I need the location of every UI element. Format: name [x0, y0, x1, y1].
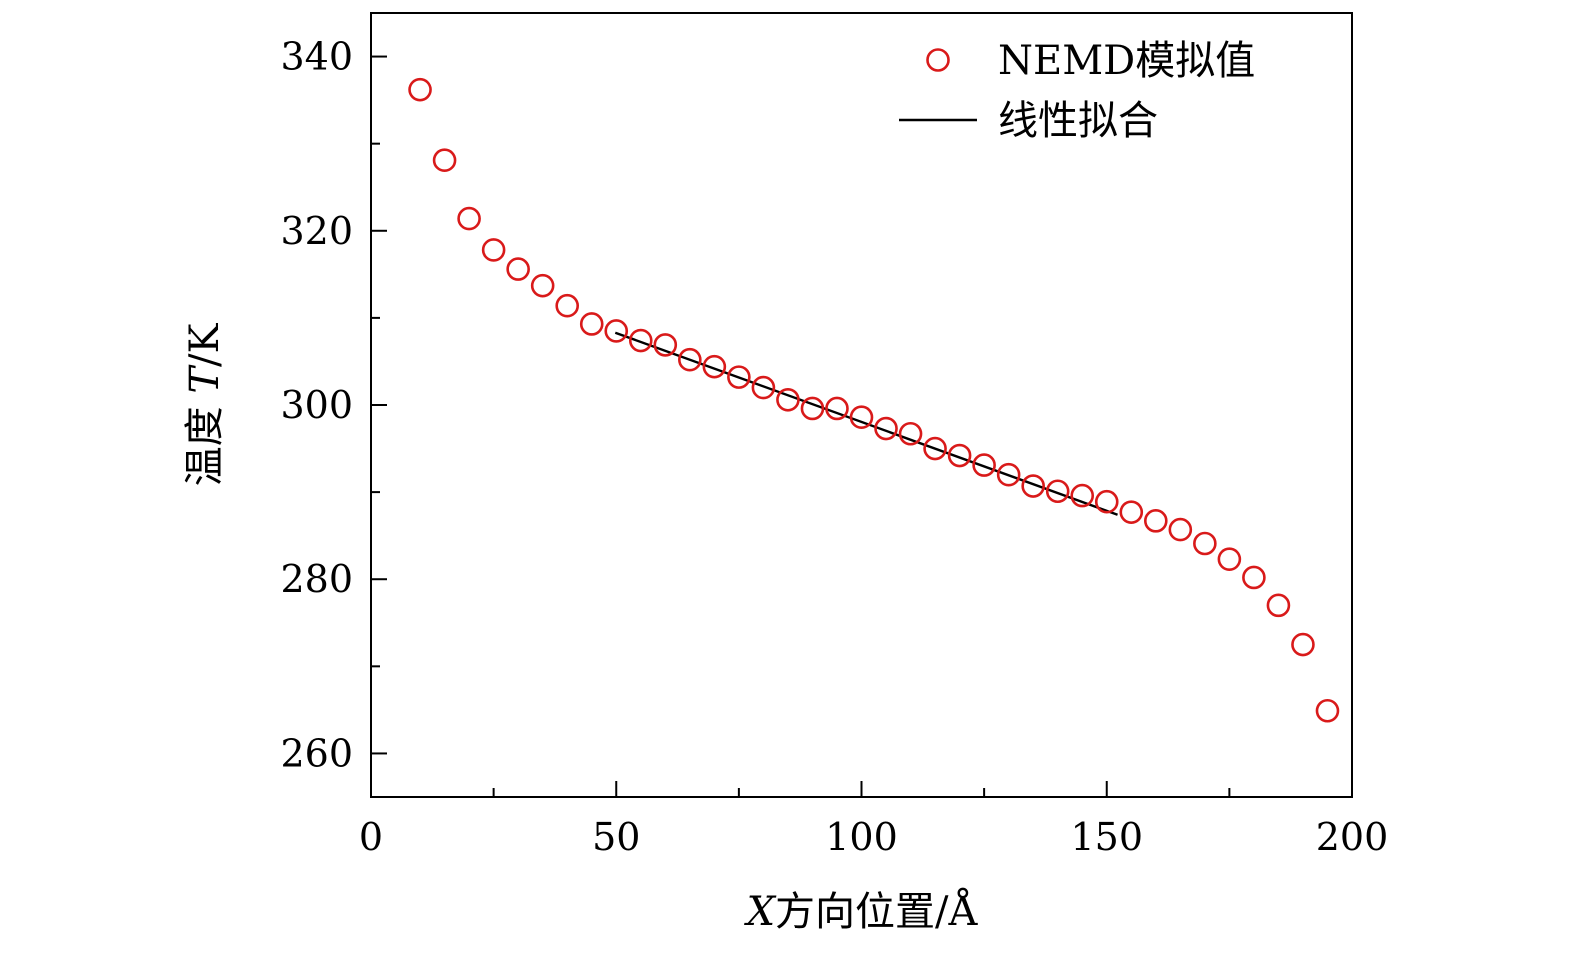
data-point	[849, 405, 874, 429]
data-point	[1242, 565, 1266, 590]
data-point	[678, 347, 702, 372]
data-point	[1119, 500, 1144, 524]
data-point	[1045, 479, 1070, 504]
data-point	[1021, 474, 1045, 498]
data-point	[432, 148, 457, 173]
data-point	[628, 328, 653, 353]
y-tick-label: 260	[280, 731, 353, 775]
data-point	[1266, 593, 1291, 618]
data-point	[1168, 517, 1193, 542]
data-point	[898, 421, 923, 446]
data-point	[1144, 509, 1168, 533]
data-point	[702, 354, 727, 379]
x-tick-label: 0	[359, 815, 383, 859]
data-point	[800, 396, 825, 421]
data-point	[1070, 483, 1095, 508]
tick-labels: 0 50 100 150 200 260 280 300 320 340	[280, 35, 1388, 859]
data-point	[555, 293, 580, 318]
data-point	[1193, 531, 1217, 556]
data-point	[874, 416, 898, 441]
data-points-layer	[408, 77, 1340, 723]
data-point	[776, 387, 800, 412]
data-point	[457, 206, 481, 231]
data-point	[408, 77, 432, 102]
x-tick-label: 50	[592, 815, 640, 859]
x-tick-label: 100	[825, 815, 898, 859]
data-point	[579, 312, 604, 336]
y-axis-label: 温度 T/K	[182, 323, 228, 487]
data-point	[653, 333, 678, 357]
fit-line	[614, 331, 1118, 516]
data-point	[996, 462, 1021, 487]
data-point	[506, 257, 530, 281]
x-axis-label: X方向位置/Å	[744, 888, 979, 935]
data-point	[1094, 489, 1119, 514]
y-tick-label: 320	[280, 209, 353, 253]
fit-line-layer	[614, 331, 1118, 516]
data-point	[923, 436, 947, 461]
y-tick-label: 340	[280, 35, 353, 79]
data-point	[972, 453, 996, 477]
legend: NEMD模拟值 线性拟合	[899, 38, 1255, 144]
y-tick-label: 300	[280, 383, 353, 427]
data-point	[1315, 698, 1340, 723]
data-point	[727, 365, 751, 389]
data-point	[481, 238, 506, 262]
data-point	[1291, 632, 1315, 657]
data-point	[604, 319, 629, 343]
data-point	[751, 375, 776, 400]
data-point	[825, 396, 849, 421]
y-tick-label: 280	[280, 557, 353, 601]
plot-frame	[370, 12, 1353, 798]
legend-label-line: 线性拟合	[998, 98, 1158, 144]
legend-label-scatter: NEMD模拟值	[998, 38, 1255, 84]
x-tick-label: 200	[1316, 815, 1389, 859]
data-point	[530, 273, 555, 298]
x-tick-label: 150	[1070, 815, 1143, 859]
data-point	[947, 443, 972, 468]
legend-marker-scatter	[926, 48, 950, 72]
axis-ticks	[371, 55, 1231, 797]
data-point	[1217, 547, 1242, 571]
